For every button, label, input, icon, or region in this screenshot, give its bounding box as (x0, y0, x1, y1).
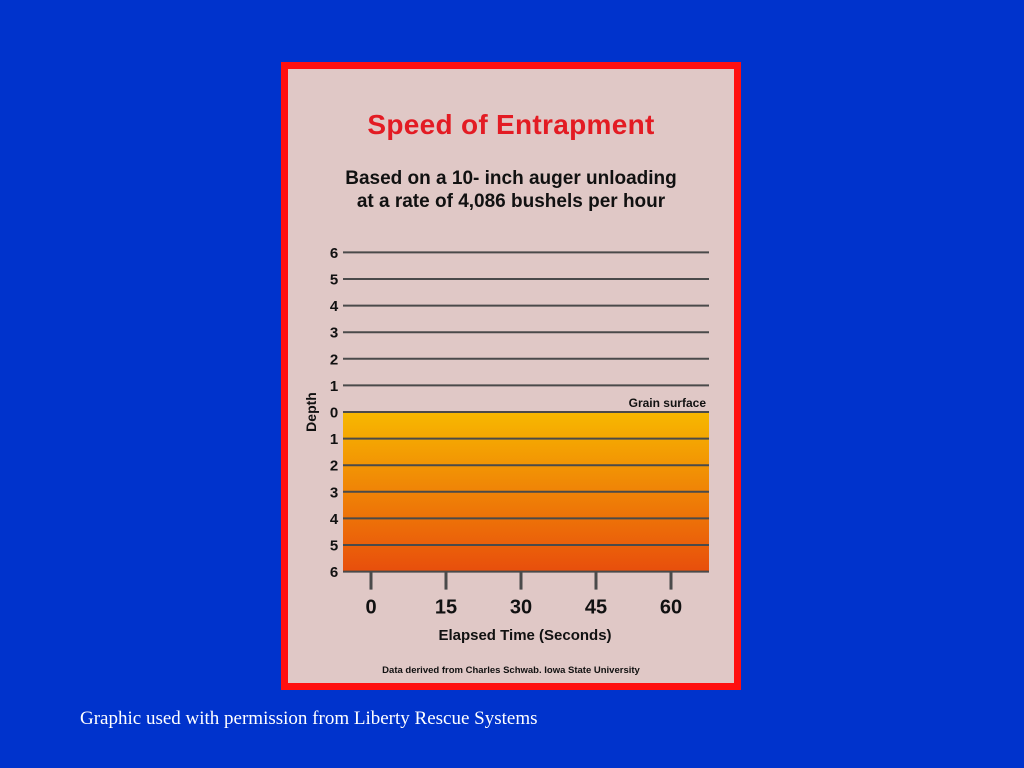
y-axis-label: Depth (303, 392, 319, 432)
y-tick-label: 6 (330, 245, 338, 262)
x-tick-label: 60 (660, 597, 682, 619)
y-tick-label: 6 (330, 564, 338, 581)
y-tick-label: 3 (330, 484, 338, 501)
x-tick-label: 45 (585, 597, 607, 619)
slide-caption: Graphic used with permission from Libert… (80, 708, 538, 729)
subtitle-line-2: at a rate of 4,086 bushels per hour (356, 191, 666, 212)
y-tick-label: 3 (330, 325, 338, 342)
chart-title: Speed of Entrapment (367, 109, 655, 140)
y-tick-label: 5 (330, 272, 338, 289)
y-tick-label: 5 (330, 538, 338, 555)
y-tick-label: 4 (330, 298, 339, 315)
y-tick-label: 4 (330, 511, 339, 528)
y-tick-label: 0 (330, 405, 338, 422)
entrapment-poster: Speed of Entrapment Based on a 10- inch … (281, 62, 741, 690)
x-tick-label: 30 (510, 597, 532, 619)
surface-label: Grain surface (629, 396, 707, 410)
chart-subtitle: Based on a 10- inch auger unloading at a… (288, 167, 734, 213)
y-tick-label: 1 (330, 431, 338, 448)
data-credit: Data derived from Charles Schwab. Iowa S… (382, 665, 640, 676)
x-tick-label: 15 (435, 597, 457, 619)
y-tick-label: 2 (330, 351, 338, 368)
x-axis-label: Elapsed Time (Seconds) (438, 627, 611, 644)
x-tick-label: 0 (365, 597, 376, 619)
y-tick-label: 1 (330, 378, 338, 395)
subtitle-line-1: Based on a 10- inch auger unloading (345, 168, 677, 189)
y-tick-label: 2 (330, 458, 338, 475)
